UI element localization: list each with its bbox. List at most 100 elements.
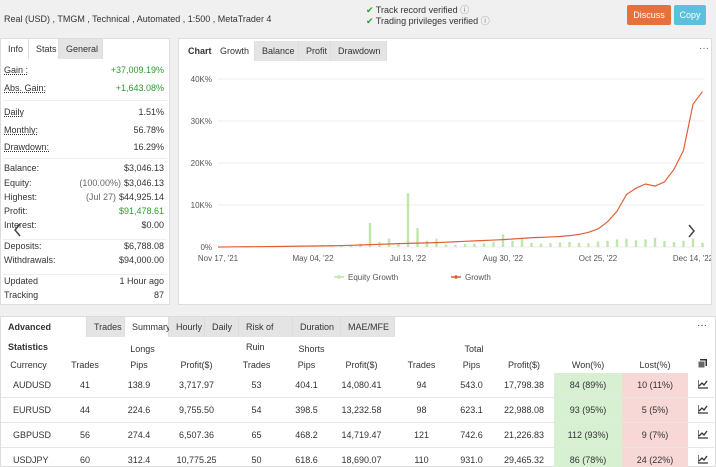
stat-number: 1 Hour ago: [119, 276, 164, 286]
table-body: Longs Shorts Total Currency Trades Pips Profit…: [1, 341, 716, 467]
tab[interactable]: Risk of Ruin: [239, 317, 293, 352]
tab[interactable]: Advanced Statistics: [1, 317, 87, 352]
equity-bar: [454, 244, 457, 247]
tab[interactable]: Drawdown: [331, 41, 387, 61]
stat-value: $0.00: [61, 220, 164, 230]
cell: 742.6: [449, 422, 495, 448]
tab[interactable]: Chart: [181, 41, 213, 61]
cell: 94: [394, 373, 450, 398]
tab[interactable]: Growth: [213, 41, 255, 61]
verified-row: ✔ Track record verified ⓘ: [366, 5, 470, 15]
chart-icon[interactable]: [696, 379, 708, 389]
equity-bar: [701, 242, 704, 247]
cell: 9 (7%): [622, 422, 689, 448]
cell: 24 (22%): [622, 447, 689, 467]
stat-value: 1.51%: [61, 107, 164, 117]
icon-cell: [688, 357, 716, 373]
discuss-button[interactable]: Discuss: [627, 5, 671, 25]
tab[interactable]: Balance: [255, 41, 299, 61]
cell: 98: [394, 397, 450, 423]
account-info: Real (USD) , TMGM , Technical , Automate…: [4, 14, 272, 24]
stat-value: $91,478.61: [61, 206, 164, 216]
stat-number: +37,009.19%: [110, 65, 164, 75]
verified-row: ✔ Trading privileges verified ⓘ: [366, 16, 490, 26]
copy-button[interactable]: Copy: [674, 5, 706, 25]
x-tick-label: Jul 13, '22: [390, 254, 427, 263]
group-header: Total: [464, 344, 484, 354]
column-header: Profit($): [508, 360, 541, 370]
tab[interactable]: Duration: [293, 317, 341, 337]
stat-label: Gain :: [4, 65, 29, 75]
tab[interactable]: Profit: [299, 41, 331, 61]
equity-bar: [615, 239, 619, 247]
cell: 623.1: [449, 397, 495, 423]
stat-number: 1.51%: [138, 107, 164, 117]
more-icon[interactable]: ···: [699, 43, 709, 54]
column-header: Currency: [10, 360, 47, 370]
stat-label: Updated: [4, 276, 39, 286]
equity-bar: [397, 243, 400, 247]
stat-value: $3,046.13: [61, 163, 164, 173]
tab[interactable]: Summary: [125, 317, 171, 337]
stat-number: 56.78%: [133, 125, 164, 135]
chart-icon[interactable]: [696, 454, 708, 464]
cell: 65: [229, 422, 285, 448]
column-header: Trades: [242, 360, 271, 370]
legend-label: Growth: [465, 273, 491, 282]
cell: 618.6: [284, 447, 330, 467]
equity-bar: [340, 245, 343, 247]
stat-number: $3,046.13: [123, 178, 164, 188]
legend-item[interactable]: Equity Growth: [334, 273, 398, 282]
tab[interactable]: MAE/MFE: [341, 317, 395, 337]
cell: 404.1: [284, 373, 330, 398]
column-header: Won(%): [571, 360, 605, 370]
stat-value: (100.00%) $3,046.13: [61, 178, 164, 188]
equity-bar: [644, 239, 647, 247]
tab[interactable]: Stats: [29, 39, 59, 59]
equity-bar: [530, 242, 533, 247]
cell: 121: [394, 422, 450, 448]
tab[interactable]: Daily: [205, 317, 239, 337]
equity-bar: [444, 244, 448, 247]
chart-icon[interactable]: [696, 404, 708, 414]
icon-cell: [688, 373, 716, 398]
cell: 44: [56, 397, 114, 423]
next-arrow[interactable]: [688, 224, 695, 238]
cell: 110: [394, 447, 450, 467]
column-header: Trades: [407, 360, 436, 370]
prev-arrow[interactable]: [12, 222, 24, 238]
equity-bar: [330, 246, 334, 247]
more-icon[interactable]: ···: [697, 320, 707, 331]
group-row: Longs Shorts Total: [1, 341, 716, 357]
equity-bar: [368, 223, 372, 247]
stat-number: +1,643.08%: [115, 83, 164, 93]
x-tick-label: Nov 17, '21: [198, 254, 239, 263]
stat-label: Profit:: [4, 206, 28, 216]
cell: 931.0: [449, 447, 495, 467]
tab[interactable]: General: [59, 39, 103, 59]
cell: 18,690.07: [329, 447, 395, 467]
tab[interactable]: Info: [1, 39, 29, 59]
equity-bar: [625, 238, 628, 247]
tab[interactable]: Trades: [87, 317, 125, 337]
stat-value: $6,788.08: [61, 241, 164, 251]
stat-label: Drawdown:: [4, 142, 50, 152]
stat-label: Monthly:: [4, 125, 39, 135]
y-tick-label: 30K%: [191, 117, 212, 126]
cell: 274.4: [114, 422, 164, 448]
equity-bar: [558, 242, 562, 247]
chart-icon[interactable]: [696, 429, 708, 439]
equity-bar: [682, 240, 685, 247]
tab[interactable]: Hourly: [169, 317, 205, 337]
column-header: Pips: [130, 360, 148, 370]
legend-item[interactable]: Growth: [451, 273, 491, 282]
stat-value: 1 Hour ago: [61, 276, 164, 286]
x-tick-label: May 04, '22: [292, 254, 334, 263]
cell: 53: [229, 373, 285, 398]
copy-icon[interactable]: [697, 359, 708, 369]
equity-bar: [549, 243, 552, 247]
divider: [3, 239, 167, 240]
stat-number: $94,000.00: [118, 255, 164, 265]
icon-cell: [688, 422, 716, 448]
equity-bar: [587, 243, 590, 247]
